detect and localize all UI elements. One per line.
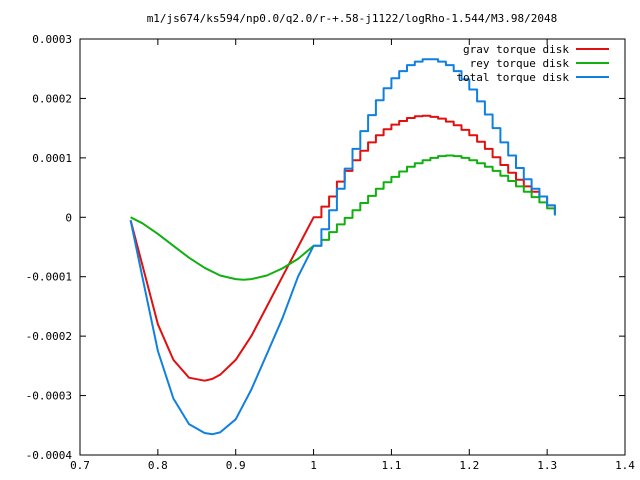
y-tick-label: -0.0004 bbox=[26, 449, 73, 462]
legend-label: rey torque disk bbox=[470, 57, 570, 70]
plot-frame bbox=[79, 38, 626, 456]
chart-title: m1/js674/ks594/np0.0/q2.0/r-+.58-j1122/l… bbox=[147, 12, 558, 25]
series-layer bbox=[129, 58, 556, 436]
x-tick-label: 0.8 bbox=[148, 459, 168, 472]
y-tick-label: -0.0003 bbox=[26, 390, 72, 403]
x-tick-label: 1.3 bbox=[537, 459, 557, 472]
series-line-0 bbox=[129, 114, 556, 382]
x-tick-label: 1.4 bbox=[615, 459, 635, 472]
y-tick-label: -0.0002 bbox=[26, 330, 72, 343]
y-tick-label: -0.0001 bbox=[26, 271, 72, 284]
series-line-2 bbox=[129, 58, 556, 436]
y-tick-label: 0 bbox=[65, 211, 72, 224]
x-tick-label: 1 bbox=[310, 459, 317, 472]
x-tick-label: 1.2 bbox=[459, 459, 479, 472]
y-tick-label: 0.0001 bbox=[32, 152, 72, 165]
y-tick-label: 0.0002 bbox=[32, 92, 72, 105]
x-tick-label: 0.7 bbox=[70, 459, 90, 472]
y-tick-label: 0.0003 bbox=[32, 33, 72, 46]
legend-label: grav torque disk bbox=[463, 43, 569, 56]
legend-label: total torque disk bbox=[456, 71, 569, 84]
series-line-1 bbox=[130, 154, 556, 281]
axes: 0.7 0.8 0.9 1 1.1 1.2 1.3 1.4 -0.0004 -0.0003 -0.0… bbox=[26, 33, 636, 472]
x-tick-label: 0.9 bbox=[226, 459, 246, 472]
x-tick-label: 1.1 bbox=[381, 459, 401, 472]
